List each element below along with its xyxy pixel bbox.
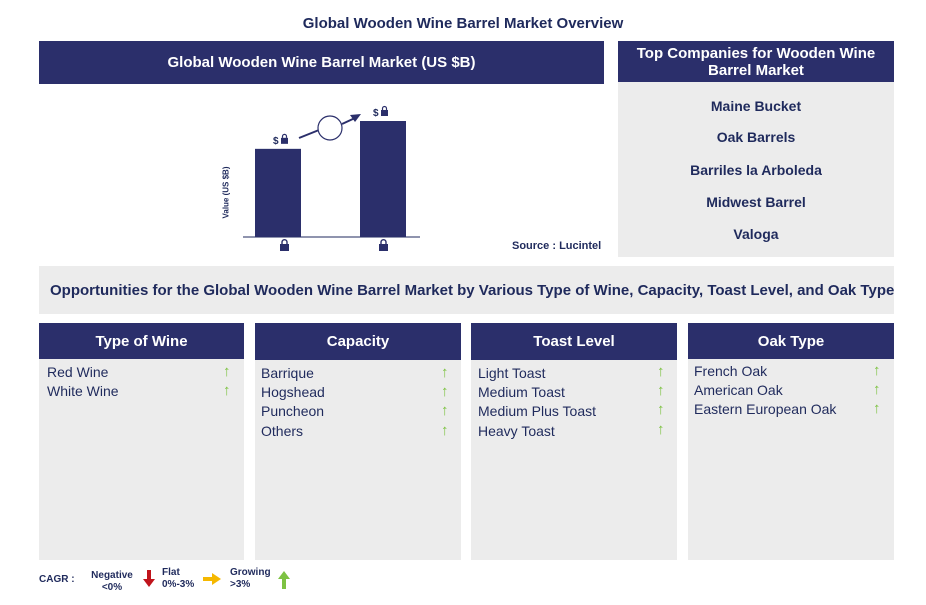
opportunities-title: Opportunities for the Global Wooden Wine… bbox=[50, 282, 895, 299]
growth-circle bbox=[317, 115, 343, 141]
growth-up-arrow-icon: ↑ bbox=[657, 401, 665, 418]
legend-negative-name: Negative bbox=[91, 570, 133, 581]
legend-flat-range: 0%-3% bbox=[162, 579, 195, 590]
segment-list-type-of-wine: Red Wine ↑ White Wine ↑ bbox=[39, 359, 244, 560]
segment-item: American Oak bbox=[694, 382, 783, 398]
segment-list-capacity: Barrique ↑ Hogshead ↑ Puncheon ↑ Others … bbox=[255, 360, 461, 560]
segment-item: Medium Plus Toast bbox=[478, 403, 597, 419]
growth-up-arrow-icon: ↑ bbox=[441, 422, 449, 439]
growth-up-arrow-icon: ↑ bbox=[657, 363, 665, 380]
segment-item: Medium Toast bbox=[478, 384, 565, 400]
bar-1-value: $ bbox=[273, 136, 279, 147]
growing-up-arrow-icon bbox=[278, 571, 290, 589]
legend-growing-name: Growing bbox=[230, 567, 271, 578]
segment-header-toast-level: Toast Level bbox=[471, 323, 677, 360]
growth-up-arrow-icon: ↑ bbox=[223, 363, 231, 380]
opportunities-banner bbox=[39, 266, 894, 314]
chart-panel-header: Global Wooden Wine Barrel Market (US $B) bbox=[39, 41, 604, 84]
y-axis-label: Value (US $B) bbox=[221, 166, 231, 219]
growth-up-arrow-icon: ↑ bbox=[223, 382, 231, 399]
legend-growing: Growing >3% bbox=[230, 567, 271, 591]
lock-icon bbox=[281, 133, 288, 144]
bar-2-value: $ bbox=[373, 108, 379, 119]
company-item: Midwest Barrel bbox=[706, 194, 806, 210]
segment-item: Eastern European Oak bbox=[694, 401, 837, 417]
legend-flat: Flat 0%-3% bbox=[162, 567, 194, 591]
growth-up-arrow-icon: ↑ bbox=[441, 383, 449, 400]
legend-flat-name: Flat bbox=[162, 567, 180, 578]
page-title: Global Wooden Wine Barrel Market Overvie… bbox=[302, 15, 624, 32]
growth-up-arrow-icon: ↑ bbox=[873, 362, 881, 379]
legend-negative-range: <0% bbox=[101, 582, 123, 593]
lock-icon bbox=[381, 105, 388, 116]
growth-up-arrow-icon: ↑ bbox=[873, 400, 881, 417]
growth-up-arrow-icon: ↑ bbox=[657, 382, 665, 399]
growth-up-arrow-icon: ↑ bbox=[657, 421, 665, 438]
flat-right-arrow-icon bbox=[203, 573, 221, 585]
segment-item: Puncheon bbox=[261, 403, 325, 419]
growth-arrow-line-2 bbox=[341, 117, 356, 125]
segment-header-type-of-wine: Type of Wine bbox=[39, 323, 244, 359]
category-1-lock-icon bbox=[280, 239, 289, 251]
source-note: Source : Lucintel bbox=[512, 240, 602, 252]
growth-arrow-line bbox=[298, 129, 320, 139]
segment-item: Barrique bbox=[261, 365, 314, 381]
company-item: Maine Bucket bbox=[710, 98, 802, 114]
growth-up-arrow-icon: ↑ bbox=[873, 381, 881, 398]
segment-item: White Wine bbox=[47, 383, 119, 399]
companies-panel-header: Top Companies for Wooden Wine Barrel Mar… bbox=[618, 41, 894, 82]
segment-header-oak-type: Oak Type bbox=[688, 323, 894, 359]
company-item: Barriles la Arboleda bbox=[690, 162, 822, 178]
category-2-lock-icon bbox=[379, 239, 388, 251]
growth-up-arrow-icon: ↑ bbox=[441, 402, 449, 419]
company-item: Valoga bbox=[733, 226, 779, 242]
growth-up-arrow-icon: ↑ bbox=[441, 364, 449, 381]
legend-growing-range: >3% bbox=[230, 579, 251, 590]
segment-list-oak-type: French Oak ↑ American Oak ↑ Eastern Euro… bbox=[688, 359, 894, 560]
segment-item: Light Toast bbox=[478, 365, 546, 381]
cagr-label: CAGR : bbox=[39, 574, 75, 585]
segment-list-toast-level: Light Toast ↑ Medium Toast ↑ Medium Plus… bbox=[471, 360, 677, 560]
segment-item: Red Wine bbox=[47, 364, 109, 380]
negative-down-arrow-icon bbox=[143, 570, 155, 587]
bar-2 bbox=[360, 121, 406, 237]
segment-item: Heavy Toast bbox=[478, 423, 555, 439]
segment-item: Others bbox=[261, 423, 304, 439]
growth-arrow-head bbox=[350, 114, 361, 122]
segment-header-capacity: Capacity bbox=[255, 323, 461, 360]
market-bar-chart: $ $ bbox=[243, 105, 420, 251]
bar-1 bbox=[255, 148, 301, 237]
legend-negative: Negative <0% bbox=[90, 570, 134, 594]
company-item: Oak Barrels bbox=[716, 129, 796, 145]
segment-item: Hogshead bbox=[261, 384, 325, 400]
companies-list: Maine Bucket Oak Barrels Barriles la Arb… bbox=[618, 82, 894, 257]
segment-item: French Oak bbox=[694, 363, 768, 379]
